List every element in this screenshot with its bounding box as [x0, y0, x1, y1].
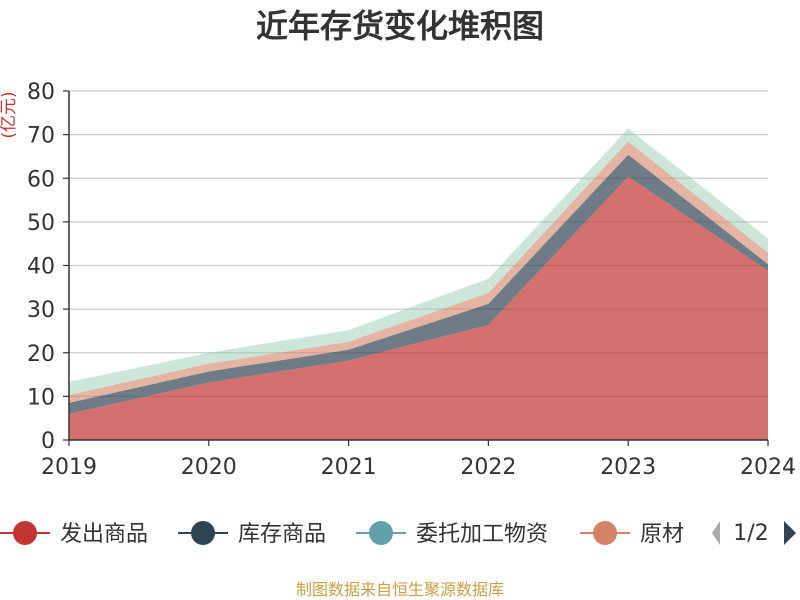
area-库存商品 [69, 154, 768, 414]
x-tick-label: 2019 [41, 455, 97, 480]
legend-page-indicator: 1/2 [733, 521, 768, 546]
legend-item[interactable]: 原材 [580, 521, 684, 547]
legend-circle-icon [593, 521, 617, 545]
y-tick-label: 80 [27, 80, 55, 105]
x-tick-label: 2023 [600, 455, 656, 480]
triangle-right-icon[interactable] [784, 521, 796, 545]
y-tick-label: 30 [27, 298, 55, 323]
legend-label: 原材 [640, 522, 684, 547]
legend-item[interactable]: 委托加工物资 [356, 521, 548, 547]
y-tick-label: 20 [27, 342, 55, 367]
y-tick-label: 0 [41, 429, 55, 454]
area-委托加工物资 [69, 128, 768, 396]
y-tick-label: 70 [27, 124, 55, 149]
legend-item[interactable]: 库存商品 [178, 521, 326, 547]
y-axis-unit-label: (亿元) [0, 91, 19, 138]
legend-circle-icon [13, 521, 37, 545]
legend: 发出商品 库存商品 委托加工物资 原材 [0, 521, 684, 547]
y-tick-label: 50 [27, 211, 55, 236]
y-tick-label: 10 [27, 385, 55, 410]
legend-item[interactable]: 发出商品 [0, 521, 148, 547]
legend-label: 发出商品 [60, 522, 148, 547]
chart-title: 近年存货变化堆积图 [256, 7, 544, 45]
data-source-note: 制图数据来自恒生聚源数据库 [296, 580, 504, 599]
x-tick-label: 2022 [460, 455, 516, 480]
triangle-left-icon[interactable] [712, 521, 720, 545]
x-tick-labels: 2019 2020 2021 2022 2023 2024 [41, 440, 796, 480]
y-tick-labels: 0 10 20 30 40 50 60 70 80 [27, 80, 55, 454]
x-tick-label: 2021 [321, 455, 377, 480]
axes [68, 91, 768, 441]
area-series [69, 128, 768, 440]
legend-label: 委托加工物资 [416, 522, 548, 547]
y-tick-label: 40 [27, 255, 55, 280]
x-tick-label: 2024 [740, 455, 796, 480]
area-发出商品 [69, 176, 768, 440]
legend-pager: 1/2 [712, 521, 796, 546]
legend-circle-icon [369, 521, 393, 545]
legend-circle-icon [191, 521, 215, 545]
y-tick-label: 60 [27, 167, 55, 192]
legend-label: 库存商品 [238, 522, 326, 547]
x-tick-label: 2020 [181, 455, 237, 480]
